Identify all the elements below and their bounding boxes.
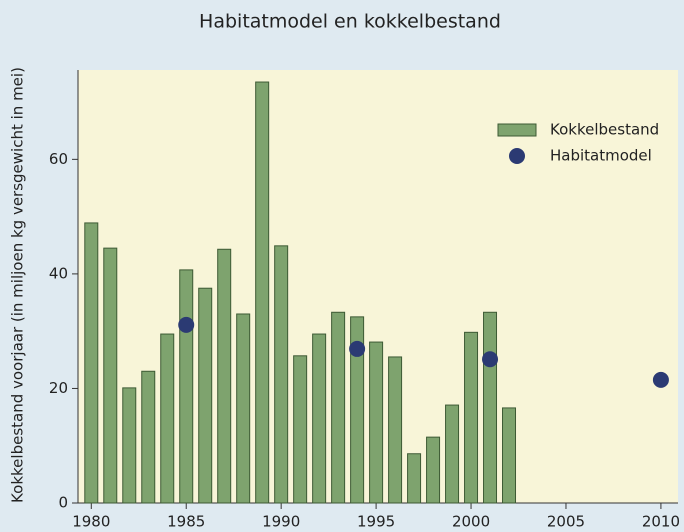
bar xyxy=(388,356,403,504)
bar xyxy=(407,453,422,504)
point xyxy=(482,351,499,368)
bar xyxy=(122,387,137,504)
point xyxy=(178,316,195,333)
bar xyxy=(502,407,517,504)
x-tick-label: 2010 xyxy=(642,513,680,531)
bar xyxy=(312,333,327,504)
x-tick-label: 2005 xyxy=(547,513,585,531)
y-tick-label: 40 xyxy=(49,264,68,282)
bar xyxy=(483,311,498,504)
y-tick-label: 60 xyxy=(49,150,68,168)
bar xyxy=(255,81,270,504)
legend-swatch xyxy=(509,148,525,164)
bar xyxy=(369,341,384,504)
legend-label: Kokkelbestand xyxy=(550,121,659,139)
bar xyxy=(426,436,441,504)
bar xyxy=(350,316,365,504)
chart-title: Habitatmodel en kokkelbestand xyxy=(199,11,501,33)
y-tick-label: 0 xyxy=(58,494,68,512)
bar xyxy=(160,333,175,504)
x-tick-label: 1985 xyxy=(167,513,205,531)
point xyxy=(652,371,669,388)
bar xyxy=(293,355,308,504)
bar xyxy=(274,245,289,504)
bar xyxy=(445,404,460,504)
point xyxy=(349,340,366,357)
y-tick-label: 20 xyxy=(49,379,68,397)
bar xyxy=(236,313,251,504)
bar xyxy=(198,287,213,504)
legend-label: Habitatmodel xyxy=(550,147,652,165)
x-tick-label: 1980 xyxy=(72,513,110,531)
bar xyxy=(84,222,99,504)
x-tick-label: 1990 xyxy=(262,513,300,531)
bar xyxy=(331,311,346,504)
legend-swatch xyxy=(497,123,537,137)
y-axis-label: Kokkelbestand voorjaar (in miljoen kg ve… xyxy=(9,67,27,503)
bar xyxy=(179,269,194,504)
x-tick-label: 2000 xyxy=(452,513,490,531)
bar xyxy=(103,247,118,504)
bar xyxy=(141,370,156,504)
bar xyxy=(464,331,479,504)
x-tick-label: 1995 xyxy=(357,513,395,531)
bar xyxy=(217,248,232,504)
